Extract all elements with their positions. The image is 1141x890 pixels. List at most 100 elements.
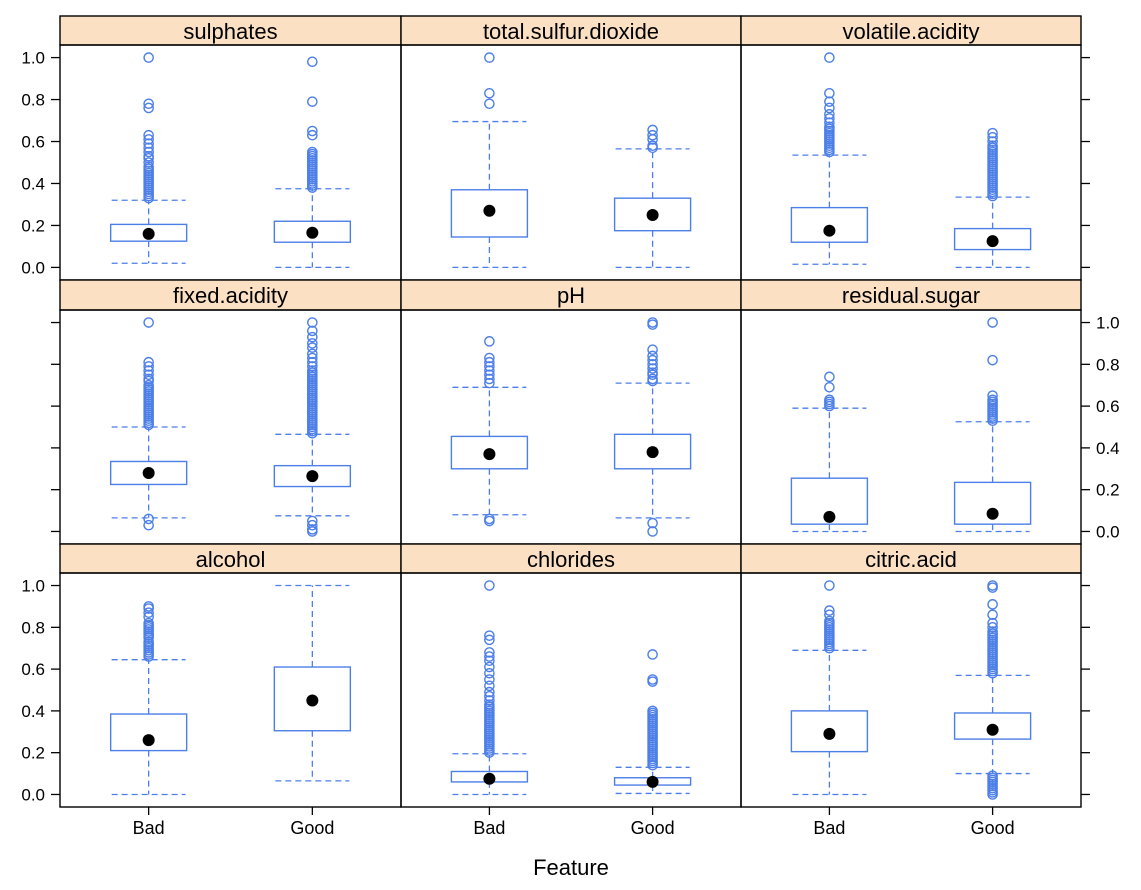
x-tick-label-good: Good [290,818,334,838]
median-dot [646,775,659,788]
outlier-point [647,367,658,378]
outlier-point [987,354,998,366]
outlier-point [484,515,495,527]
strip-title: volatile.acidity [843,19,980,44]
outlier-point [987,617,998,629]
outlier-point [647,354,658,366]
outlier-point [143,379,154,391]
outlier-point [647,344,658,355]
box-good [273,584,352,782]
y-tick-label: 0.2 [1096,481,1120,500]
outlier-point [824,615,835,627]
outlier-point [824,121,835,133]
outlier-point [307,125,318,137]
outlier-point [824,117,835,128]
box-good [613,317,692,537]
outlier-point [307,356,318,368]
outlier-point [143,607,154,618]
outlier-point [824,113,835,124]
outlier-point [484,661,495,673]
outlier-point [143,134,154,145]
outlier-point [647,676,658,687]
outlier-point [824,609,835,621]
outlier-point [987,140,998,152]
y-tick-label: 0.8 [1096,355,1120,374]
x-axis-title: Feature [533,855,609,880]
outlier-point [143,157,154,168]
outlier-point [824,371,835,383]
outlier-point [307,129,318,141]
median-dot [306,470,319,483]
panel-sulphates: sulphates [59,15,402,281]
y-tick-label: 0.4 [21,174,45,193]
panel-alcohol: alcohol [59,543,402,808]
outlier-point [143,356,154,368]
outlier-point [484,365,495,376]
median-dot [986,235,999,248]
y-tick-label: 0.6 [1096,397,1120,416]
strip-title: alcohol [196,547,266,572]
outlier-point [647,140,658,152]
y-tick-label: 0.6 [21,133,45,152]
outlier-point [484,655,495,667]
outlier-point [987,394,998,406]
median-dot [142,734,155,747]
box-bad [109,601,188,796]
outlier-point [307,515,318,527]
outlier-point [987,390,998,401]
strip-title: sulphates [183,19,277,44]
panel-frame [400,309,742,545]
outlier-point [647,350,658,362]
y-tick-label: 0.2 [21,216,45,235]
outlier-point [484,667,495,679]
box-good [953,127,1032,269]
box-bad [450,580,529,796]
outlier-point [824,605,835,616]
outlier-point [143,611,154,623]
strip-background [400,15,742,46]
strip-title: fixed.acidity [173,283,288,308]
y-tick-label: 1.0 [21,49,45,68]
outlier-point [484,377,495,389]
x-tick-label-good: Good [971,818,1015,838]
outlier-point [484,647,495,658]
median-dot [986,507,999,520]
y-tick-label: 1.0 [1096,314,1120,333]
outlier-point [647,649,658,660]
outlier-point [143,361,154,372]
outlier-point [647,124,658,136]
outlier-point [647,317,658,328]
outlier-point [987,609,998,621]
outlier-point [307,146,318,158]
outlier-point [824,382,835,393]
outlier-point [987,622,998,633]
outlier-point [647,373,658,385]
outlier-point [307,348,318,360]
outlier-point [484,356,495,368]
outlier-point [484,695,495,706]
y-tick-label: 0.4 [21,702,45,721]
outlier-point [987,582,998,593]
outlier-point [987,317,998,328]
outlier-point [647,674,658,685]
strip-title: chlorides [527,547,615,572]
outlier-point [143,146,154,158]
outlier-point [143,129,154,141]
strip-background [400,543,742,574]
box-bad [109,317,188,531]
bottom-axis: Bad Good Bad Good Bad Good [133,807,1015,838]
outlier-point [987,127,998,139]
outlier-point [307,519,318,531]
box-bad [450,52,529,269]
outlier-point [484,630,495,641]
box-bad [109,52,188,264]
outlier-point [647,129,658,141]
panel-frame [740,572,1082,808]
outlier-point [307,365,318,376]
outlier-point [143,373,154,385]
outlier-point [987,132,998,143]
outlier-point [824,52,835,63]
strip-title: citric.acid [865,547,957,572]
outlier-point [143,138,154,149]
box-bad [790,52,869,265]
